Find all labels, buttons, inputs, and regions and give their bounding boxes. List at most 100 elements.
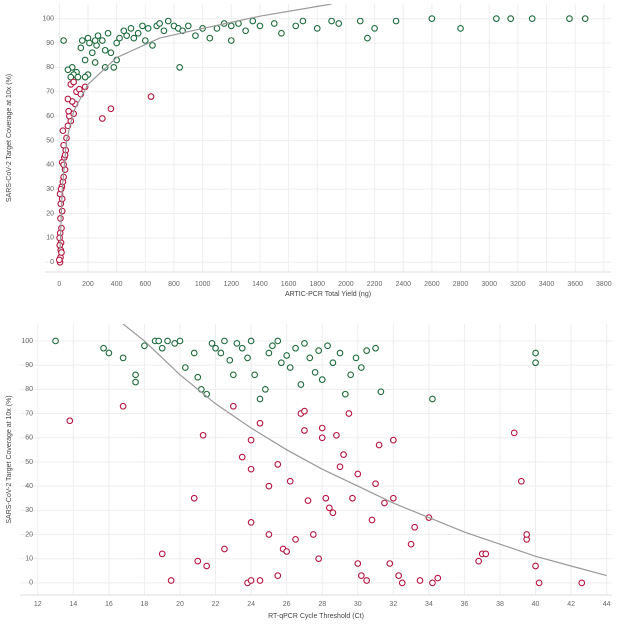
data-point <box>269 342 276 350</box>
x-tick-label: 3000 <box>481 281 497 288</box>
data-point <box>123 32 131 40</box>
data-point <box>377 388 385 396</box>
data-point <box>221 337 228 345</box>
data-point <box>357 572 365 579</box>
x-tick-label: 44 <box>603 601 611 608</box>
data-point <box>171 340 179 347</box>
y-tick-label: 60 <box>25 435 33 442</box>
data-point <box>64 95 72 103</box>
data-point <box>363 347 371 354</box>
data-point <box>229 371 237 379</box>
data-point <box>265 349 273 357</box>
data-point <box>101 63 109 71</box>
data-point <box>70 78 78 86</box>
x-tick-label: 1400 <box>252 281 268 288</box>
y-tick-label: 20 <box>46 210 54 217</box>
data-point <box>213 25 221 32</box>
x-tick-label: 36 <box>461 601 469 608</box>
data-point <box>274 460 282 468</box>
data-point <box>107 105 115 113</box>
x-axis-title: RT-qPCR Cycle Threshold (Ct) <box>268 613 364 620</box>
data-point <box>64 66 72 74</box>
data-point <box>55 256 63 264</box>
data-point <box>336 463 344 471</box>
data-point <box>277 359 285 367</box>
y-tick-label: 90 <box>25 362 33 369</box>
x-tick-label: 0 <box>57 281 61 288</box>
data-point <box>333 431 340 439</box>
x-tick-label: 600 <box>139 281 151 288</box>
y-tick-label: 50 <box>46 137 54 144</box>
data-point <box>457 25 464 32</box>
x-tick-label: 16 <box>105 601 113 608</box>
data-point <box>434 574 442 582</box>
x-tick-label: 42 <box>567 601 575 608</box>
data-point <box>58 224 65 232</box>
data-point <box>429 395 436 403</box>
data-point <box>386 560 394 567</box>
data-point <box>392 17 400 25</box>
data-point <box>132 371 139 379</box>
data-point <box>58 249 65 256</box>
data-point <box>318 376 326 384</box>
data-point <box>356 17 364 25</box>
y-tick-label: 0 <box>50 259 54 266</box>
data-point <box>130 34 138 42</box>
data-point <box>292 344 299 352</box>
data-point <box>381 499 388 507</box>
data-point <box>341 390 349 398</box>
x-tick-label: 3200 <box>510 281 526 288</box>
data-point <box>119 402 127 410</box>
data-point <box>110 63 118 71</box>
data-point <box>395 572 403 579</box>
data-point <box>160 27 168 35</box>
data-point <box>261 385 269 393</box>
x-tick-label: 30 <box>354 601 362 608</box>
x-tick-label: 800 <box>168 281 180 288</box>
data-point <box>81 73 89 81</box>
x-axis-title: ARTIC-PCR Total Yield (ng) <box>285 291 371 298</box>
data-point <box>265 482 273 490</box>
data-point <box>322 494 330 502</box>
y-tick-label: 80 <box>46 64 54 71</box>
y-tick-label: 80 <box>25 386 33 393</box>
data-point <box>132 378 139 386</box>
x-tick-label: 28 <box>318 601 326 608</box>
x-tick-label: 3800 <box>596 281 612 288</box>
data-point <box>315 347 323 354</box>
data-point <box>292 22 300 30</box>
data-point <box>274 337 282 345</box>
data-point <box>100 344 107 352</box>
data-point <box>127 25 135 32</box>
trend-line <box>59 4 332 251</box>
data-point <box>311 369 319 376</box>
data-point <box>58 207 66 215</box>
data-point <box>389 436 397 444</box>
data-point <box>190 349 198 357</box>
x-tick-label: 34 <box>425 601 433 608</box>
data-point <box>144 25 152 32</box>
data-point <box>247 577 255 584</box>
data-point <box>532 349 539 357</box>
data-point <box>578 579 586 587</box>
data-point <box>164 337 171 345</box>
data-point <box>81 56 89 64</box>
data-point <box>247 337 255 345</box>
data-point <box>357 364 365 371</box>
data-point <box>113 39 120 47</box>
data-point <box>181 364 189 371</box>
y-axis-title: SARS-CoV-2 Target Coverage at 10x (%) <box>6 395 13 523</box>
data-point <box>318 424 326 432</box>
data-point <box>309 531 317 538</box>
y-tick-label: 70 <box>46 89 54 96</box>
data-point <box>398 579 406 587</box>
data-point <box>340 451 347 459</box>
data-point <box>88 49 96 57</box>
data-point <box>206 34 214 42</box>
data-point <box>227 22 235 30</box>
data-point <box>493 15 500 22</box>
x-tick-label: 26 <box>283 601 291 608</box>
data-point <box>411 523 419 531</box>
data-point <box>375 441 383 449</box>
data-point <box>345 410 353 417</box>
